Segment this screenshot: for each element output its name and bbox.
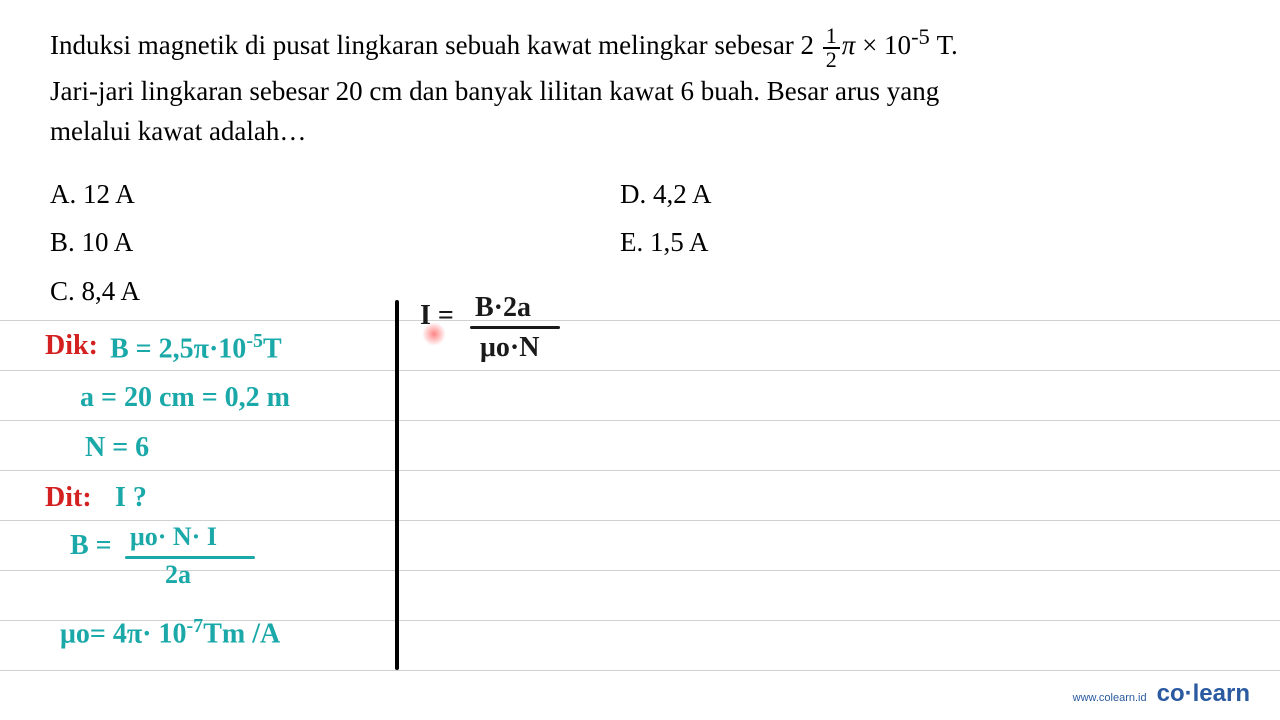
- ruled-line: [0, 470, 1280, 471]
- watermark: www.colearn.id co·learn: [1073, 680, 1250, 708]
- q-unit: T.: [930, 30, 958, 60]
- hw-bformula-fracline: [125, 556, 255, 559]
- logo-co: co: [1157, 680, 1185, 707]
- q-line3: melalui kawat adalah…: [50, 116, 306, 146]
- option-e: E. 1,5 A: [620, 218, 1020, 267]
- options-row: A. 12 A B. 10 A C. 8,4 A D. 4,2 A E. 1,5…: [50, 170, 1230, 316]
- options-col-right: D. 4,2 A E. 1,5 A: [620, 170, 1020, 316]
- hw-n-eq: N = 6: [85, 432, 149, 464]
- options-col-left: A. 12 A B. 10 A C. 8,4 A: [50, 170, 620, 316]
- option-c: C. 8,4 A: [50, 267, 620, 316]
- hw-dit-var: I ?: [115, 482, 147, 514]
- ruled-line: [0, 370, 1280, 371]
- option-d: D. 4,2 A: [620, 170, 1020, 219]
- hw-bformula-den: 2a: [165, 560, 191, 590]
- hw-bformula-lhs: B =: [70, 530, 112, 562]
- logo-learn: learn: [1193, 680, 1250, 707]
- q-frac-num: 1: [823, 25, 840, 49]
- hw-b-eq: B = 2,5π·10-5T: [110, 330, 282, 365]
- ruled-line: [0, 670, 1280, 671]
- logo-dot: ·: [1185, 680, 1193, 707]
- question-block: Induksi magnetik di pusat lingkaran sebu…: [0, 0, 1280, 326]
- hw-b-unit: T: [263, 333, 282, 364]
- q-frac-den: 2: [823, 49, 840, 71]
- hw-i-num: B·2a: [475, 292, 531, 324]
- watermark-url: www.colearn.id: [1073, 692, 1147, 704]
- q-line1-pre: Induksi magnetik di pusat lingkaran sebu…: [50, 30, 814, 60]
- hw-mu0-unit: Tm /A: [203, 618, 280, 649]
- question-text: Induksi magnetik di pusat lingkaran sebu…: [50, 20, 1230, 152]
- hw-b-exp: -5: [246, 330, 263, 352]
- hw-i-fracline: [470, 326, 560, 329]
- q-fraction: 1 2: [823, 25, 840, 71]
- hw-i-lhs: I =: [420, 300, 454, 332]
- ruled-line: [0, 570, 1280, 571]
- hw-b-eq-text: B = 2,5π·10: [110, 333, 246, 364]
- ruled-line: [0, 320, 1280, 321]
- ruled-line: [0, 420, 1280, 421]
- hw-mu0-eq: μo= 4π· 10-7Tm /A: [60, 615, 280, 650]
- hw-i-den: μo·N: [480, 332, 539, 364]
- hw-bformula-num: μo· N· I: [130, 522, 217, 552]
- q-exp: -5: [911, 24, 930, 49]
- watermark-logo: co·learn: [1157, 680, 1250, 708]
- q-pi: π: [842, 30, 856, 60]
- q-mult: × 10: [862, 30, 911, 60]
- vertical-divider: [395, 300, 399, 670]
- ruled-line: [0, 520, 1280, 521]
- q-line2: Jari-jari lingkaran sebesar 20 cm dan ba…: [50, 76, 939, 106]
- hw-mu0-exp: -7: [187, 615, 204, 637]
- hw-dit-label: Dit:: [45, 482, 92, 514]
- option-b: B. 10 A: [50, 218, 620, 267]
- hw-dik-label: Dik:: [45, 330, 98, 362]
- hw-a-eq: a = 20 cm = 0,2 m: [80, 382, 290, 414]
- hw-mu0-text: μo= 4π· 10: [60, 618, 187, 649]
- option-a: A. 12 A: [50, 170, 620, 219]
